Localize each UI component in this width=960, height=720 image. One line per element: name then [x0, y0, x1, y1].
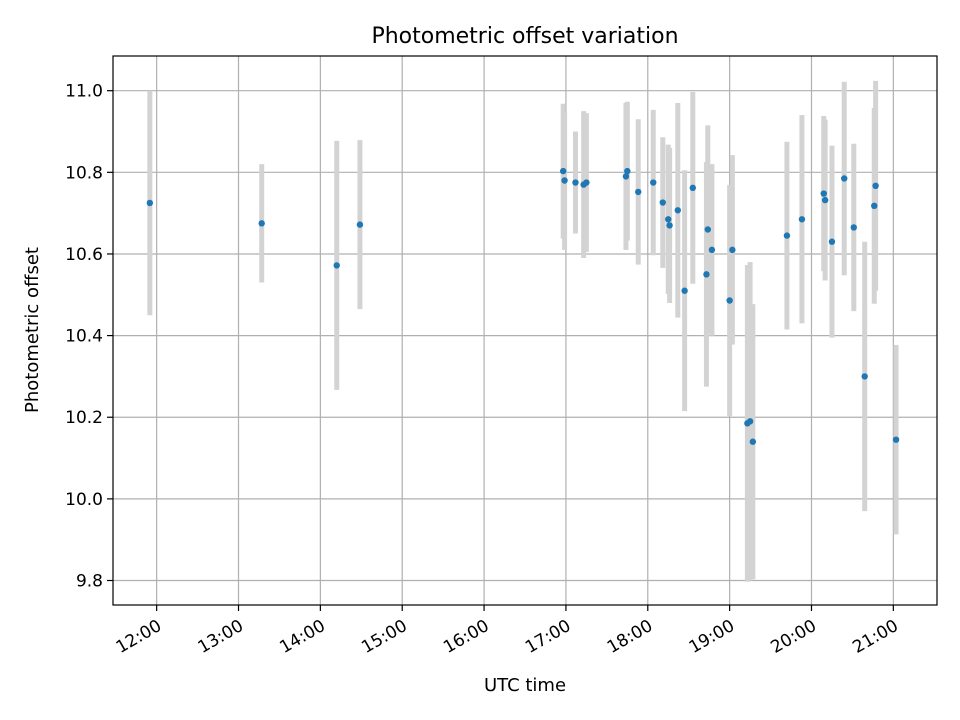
data-point	[828, 238, 836, 245]
x-tick-label: 17:00	[522, 616, 574, 658]
data-point	[871, 202, 878, 210]
data-point	[635, 188, 642, 196]
data-points	[146, 167, 900, 445]
data-point	[726, 297, 733, 304]
x-tick-label: 16:00	[440, 616, 492, 658]
data-point	[729, 246, 736, 254]
data-point	[572, 179, 579, 186]
y-axis: 9.8 10.0 10.2 10.4 10.6 10.8 11.0	[65, 82, 113, 592]
y-tick-label: 10.8	[65, 163, 103, 183]
y-tick-label: 10.0	[65, 490, 103, 510]
x-tick-label: 15:00	[358, 616, 410, 658]
data-point	[622, 173, 630, 180]
data-point	[689, 184, 697, 192]
data-point	[674, 207, 681, 214]
data-point	[333, 262, 340, 269]
x-tick-label: 19:00	[686, 616, 738, 658]
data-point	[820, 190, 827, 197]
x-tick-label: 20:00	[768, 616, 820, 658]
data-point	[703, 271, 710, 278]
y-tick-label: 11.0	[65, 82, 103, 102]
data-point	[665, 216, 672, 223]
data-point	[583, 179, 590, 186]
data-point	[659, 199, 666, 206]
x-tick-label: 12:00	[113, 616, 165, 658]
data-point	[872, 182, 879, 190]
y-tick-label: 9.8	[76, 572, 103, 592]
data-point	[749, 438, 757, 445]
data-point	[841, 175, 848, 182]
data-point	[783, 232, 791, 239]
chart-title: Photometric offset variation	[371, 24, 678, 49]
data-point	[146, 199, 154, 207]
data-point	[892, 436, 900, 443]
data-point	[850, 224, 857, 231]
data-point	[704, 226, 712, 233]
plot-frame	[112, 55, 938, 606]
x-tick-label: 14:00	[276, 616, 328, 658]
x-tick-label: 18:00	[604, 616, 656, 658]
x-axis-label: UTC time	[484, 675, 566, 696]
data-point	[561, 177, 568, 184]
data-point	[258, 220, 265, 227]
data-point	[861, 373, 868, 380]
data-point	[650, 179, 657, 186]
data-point	[624, 167, 631, 175]
y-tick-label: 10.4	[65, 327, 103, 347]
data-point	[681, 287, 688, 294]
data-point	[708, 246, 716, 254]
y-tick-label: 10.6	[65, 245, 103, 265]
data-point	[666, 222, 673, 229]
x-tick-label: 13:00	[195, 616, 247, 658]
x-axis: 12:00 13:00 14:00 15:00 16:00 17:00 18:00 19:00…	[113, 605, 902, 658]
y-axis-label: Photometric offset	[22, 247, 43, 413]
grid	[113, 56, 937, 605]
data-point	[356, 221, 364, 228]
x-tick-label: 21:00	[849, 616, 901, 658]
data-point	[746, 418, 754, 425]
data-point	[559, 167, 567, 175]
error-bars	[147, 80, 899, 582]
y-tick-label: 10.2	[65, 408, 103, 428]
data-point	[798, 216, 806, 223]
data-point	[821, 196, 829, 204]
